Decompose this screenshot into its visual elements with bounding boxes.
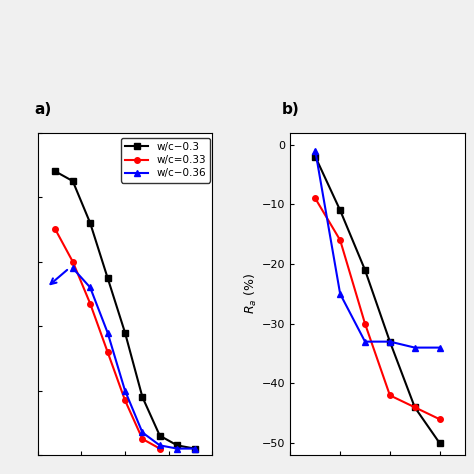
Text: b): b)	[282, 101, 300, 117]
Y-axis label: $R_a$ (%): $R_a$ (%)	[243, 273, 259, 314]
Legend: w/c−0.3, w/c=0.33, w/c−0.36: w/c−0.3, w/c=0.33, w/c−0.36	[121, 138, 210, 182]
Text: a): a)	[35, 101, 52, 117]
